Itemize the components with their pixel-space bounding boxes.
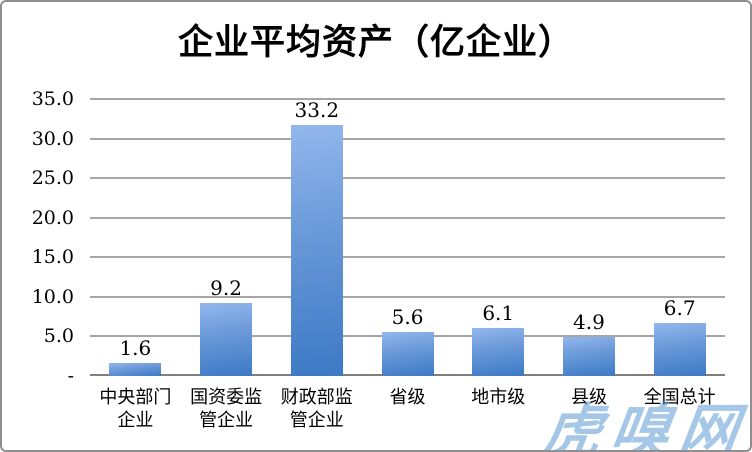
bar: [200, 303, 253, 376]
bar-data-label: 6.7: [663, 295, 696, 320]
bar-group: 33.2: [271, 99, 362, 376]
bar-data-label: 4.9: [573, 310, 605, 335]
bar-data-label: 1.6: [119, 336, 152, 361]
gridline: [90, 216, 725, 219]
bar-data-label: 9.2: [210, 276, 242, 301]
gridline: [90, 98, 725, 100]
gridline: [90, 295, 725, 298]
x-category-label: 中央部门 企业: [99, 387, 172, 431]
y-tick-label: 15.0: [31, 246, 74, 269]
gridline: [90, 177, 725, 180]
bar-group: 6.7: [634, 99, 725, 376]
y-tick-label: 5.0: [43, 325, 74, 348]
y-tick-label: 35.0: [31, 88, 74, 110]
y-axis-labels: 35.0 30.0 25.0 20.0 15.0 10.0 5.0 -: [2, 88, 74, 387]
bar: [562, 337, 615, 376]
bars-layer: 1.6 9.2 33.2 5.6 6.1 4.9 6.7: [90, 99, 725, 376]
gridline: [90, 256, 725, 259]
x-axis-labels: 中央部门 企业 国资委监 管企业 财政部监 管企业 省级 地市级 县级 全国总计: [90, 386, 725, 432]
y-tick-label: 30.0: [31, 127, 74, 150]
x-category-label: 地市级: [471, 387, 526, 408]
plot-area: 1.6 9.2 33.2 5.6 6.1 4.9 6.7: [90, 98, 725, 376]
bar-group: 5.6: [362, 99, 453, 376]
bar: [290, 125, 343, 376]
bar: [653, 322, 706, 376]
bar-data-label: 33.2: [294, 98, 340, 122]
y-tick-label: 10.0: [31, 285, 74, 308]
x-category-label: 国资委监 管企业: [190, 387, 263, 431]
bar-group: 9.2: [181, 99, 272, 376]
y-tick-label: 20.0: [31, 206, 74, 229]
y-tick-label: 25.0: [31, 167, 74, 190]
x-category-label: 县级: [570, 387, 607, 408]
y-tick-label: -: [67, 365, 74, 387]
bar-group: 4.9: [544, 99, 635, 376]
bar-group: 1.6: [90, 99, 181, 376]
bar: [472, 327, 525, 376]
bar-data-label: 6.1: [482, 300, 515, 325]
bar-data-label: 5.6: [391, 304, 424, 329]
watermark: 虎嗅网: [538, 397, 752, 452]
gridline: [90, 137, 725, 140]
bar: [109, 363, 162, 376]
chart-title: 企业平均资产（亿企业）: [177, 22, 574, 63]
x-category-label: 全国总计: [643, 387, 716, 408]
bar-group: 6.1: [453, 99, 544, 376]
x-category-label: 财政部监 管企业: [280, 387, 353, 431]
bar: [381, 331, 434, 376]
x-category-label: 省级: [389, 387, 426, 408]
